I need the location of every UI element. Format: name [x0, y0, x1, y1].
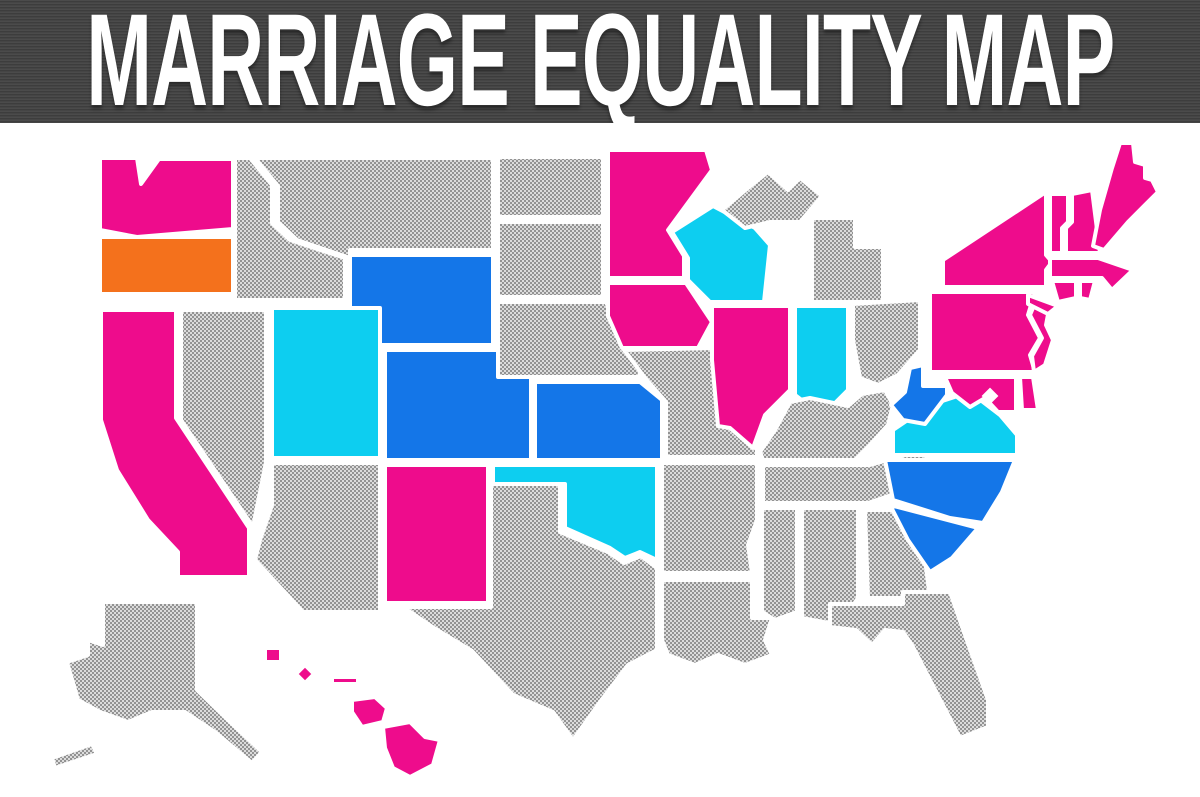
state-new-york-long-island [1026, 293, 1060, 316]
state-hawaii-molokai [330, 675, 360, 686]
state-new-hampshire [1064, 188, 1102, 255]
state-delaware [1018, 375, 1040, 412]
state-north-carolina [883, 458, 1017, 525]
state-hawaii-maui [350, 695, 389, 729]
state-south-dakota [496, 220, 605, 299]
state-illinois [710, 304, 792, 450]
state-north-dakota [496, 155, 605, 219]
banner: MARRIAGE EQUALITY MAP [0, 0, 1200, 123]
state-pennsylvania [928, 290, 1042, 374]
state-hawaii-big-island [381, 720, 442, 779]
state-arkansas [660, 461, 759, 575]
state-massachusetts [1048, 256, 1135, 292]
state-vermont [1048, 192, 1070, 255]
state-maryland [943, 375, 1018, 414]
state-hawaii-oahu [294, 663, 316, 685]
state-new-mexico [383, 463, 490, 605]
state-utah [270, 306, 382, 460]
state-indiana [793, 304, 850, 410]
state-west-virginia [889, 363, 949, 426]
state-alaska [65, 600, 264, 765]
state-michigan [810, 216, 885, 304]
state-connecticut [1050, 279, 1078, 304]
state-mississippi [760, 506, 799, 622]
state-ohio [851, 298, 922, 387]
state-rhode-island [1078, 279, 1097, 302]
state-colorado [383, 348, 533, 462]
state-new-york [941, 190, 1054, 289]
state-michigan-upper-peninsula [720, 170, 824, 230]
state-alaska-aleutians [50, 742, 99, 770]
state-kentucky [758, 388, 895, 462]
state-minnesota [606, 148, 714, 280]
state-maine [1091, 141, 1160, 252]
state-south-carolina [888, 503, 980, 574]
state-idaho [233, 156, 347, 302]
state-arizona [253, 461, 382, 614]
state-nevada [179, 308, 268, 529]
page-title: MARRIAGE EQUALITY MAP [85, 0, 1115, 123]
state-oregon [98, 235, 235, 296]
state-iowa [606, 281, 714, 350]
state-louisiana [660, 578, 774, 667]
state-florida [828, 590, 990, 740]
state-kansas [533, 380, 664, 462]
dc-cutout [981, 387, 999, 405]
state-texas [401, 482, 659, 742]
state-washington [98, 156, 235, 239]
state-hawaii-kauai [263, 646, 283, 664]
state-california [99, 308, 251, 579]
state-georgia [863, 508, 932, 600]
